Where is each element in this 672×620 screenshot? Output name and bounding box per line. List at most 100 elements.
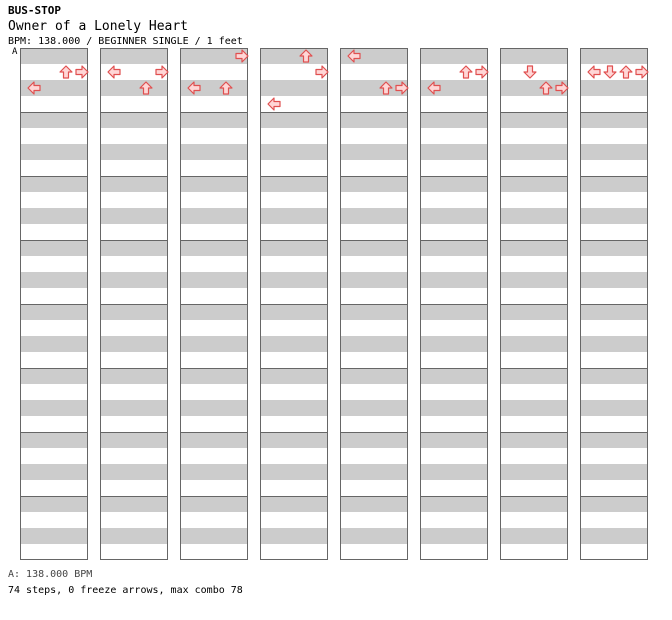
chart-column: [500, 48, 569, 560]
beat-stripe: [100, 336, 168, 352]
beat-stripe: [580, 176, 648, 192]
beat-stripe: [20, 304, 88, 320]
beat-stripe: [260, 528, 328, 544]
beat-stripe: [420, 432, 488, 448]
up-arrow-icon: [539, 81, 553, 95]
beat-stripe: [420, 496, 488, 512]
beat-stripe: [260, 432, 328, 448]
beat-stripe: [20, 112, 88, 128]
beat-stripe: [500, 272, 568, 288]
beat-stripe: [100, 272, 168, 288]
beat-stripe: [500, 368, 568, 384]
chart-column: [580, 48, 649, 560]
up-arrow-icon: [459, 65, 473, 79]
beat-stripe: [340, 400, 408, 416]
beat-stripe: [180, 336, 248, 352]
beat-stripe: [340, 368, 408, 384]
up-arrow-icon: [59, 65, 73, 79]
right-arrow-icon: [315, 65, 329, 79]
right-arrow-icon: [235, 49, 249, 63]
column-border: [260, 48, 328, 560]
beat-stripe: [260, 336, 328, 352]
column-border: [500, 48, 568, 560]
beat-stripe: [340, 304, 408, 320]
left-arrow-icon: [187, 81, 201, 95]
artist-name: BUS-STOP: [8, 4, 61, 17]
beat-stripe: [100, 368, 168, 384]
beat-stripe: [100, 304, 168, 320]
beat-stripe: [420, 144, 488, 160]
beat-stripe: [580, 112, 648, 128]
beat-stripe: [100, 176, 168, 192]
beat-stripe: [180, 240, 248, 256]
beat-stripe: [20, 496, 88, 512]
beat-stripe: [340, 208, 408, 224]
beat-stripe: [420, 208, 488, 224]
beat-stripe: [420, 272, 488, 288]
beat-stripe: [100, 464, 168, 480]
beat-stripe: [260, 368, 328, 384]
beat-stripe: [500, 432, 568, 448]
beat-stripe: [100, 208, 168, 224]
beat-stripe: [180, 496, 248, 512]
column-border: [20, 48, 88, 560]
beat-stripe: [260, 272, 328, 288]
left-arrow-icon: [267, 97, 281, 111]
beat-stripe: [580, 432, 648, 448]
beat-stripe: [580, 464, 648, 480]
beat-stripe: [180, 144, 248, 160]
beat-stripe: [20, 144, 88, 160]
beat-stripe: [20, 400, 88, 416]
beat-stripe: [580, 272, 648, 288]
beat-stripe: [260, 80, 328, 96]
up-arrow-icon: [299, 49, 313, 63]
beat-stripe: [500, 80, 568, 96]
left-arrow-icon: [27, 81, 41, 95]
beat-stripe: [500, 240, 568, 256]
beat-stripe: [180, 48, 248, 64]
song-title: Owner of a Lonely Heart: [8, 19, 189, 34]
beat-stripe: [340, 240, 408, 256]
beat-stripe: [180, 368, 248, 384]
chart-column: [340, 48, 409, 560]
right-arrow-icon: [475, 65, 489, 79]
beat-stripe: [20, 272, 88, 288]
beat-stripe: [500, 464, 568, 480]
beat-stripe: [20, 432, 88, 448]
beat-stripe: [20, 176, 88, 192]
chart-column: [20, 48, 89, 560]
beat-stripe: [260, 48, 328, 64]
right-arrow-icon: [555, 81, 569, 95]
beat-stripe: [500, 528, 568, 544]
beat-stripe: [100, 240, 168, 256]
chart-info: BPM: 138.000 / BEGINNER SINGLE / 1 feet: [8, 36, 243, 47]
beat-stripe: [500, 112, 568, 128]
right-arrow-icon: [75, 65, 89, 79]
beat-stripe: [100, 432, 168, 448]
beat-stripe: [580, 336, 648, 352]
step-summary: 74 steps, 0 freeze arrows, max combo 78: [8, 585, 243, 596]
beat-stripe: [20, 528, 88, 544]
beat-stripe: [580, 240, 648, 256]
column-border: [100, 48, 168, 560]
beat-stripe: [100, 528, 168, 544]
beat-stripe: [500, 144, 568, 160]
beat-stripe: [340, 464, 408, 480]
up-arrow-icon: [379, 81, 393, 95]
chart-column: [260, 48, 329, 560]
beat-stripe: [20, 240, 88, 256]
beat-stripe: [420, 304, 488, 320]
beat-stripe: [20, 336, 88, 352]
beat-stripe: [180, 304, 248, 320]
bpm-legend: A: 138.000 BPM: [8, 569, 93, 580]
beat-stripe: [100, 496, 168, 512]
beat-stripe: [580, 368, 648, 384]
beat-stripe: [500, 304, 568, 320]
left-arrow-icon: [587, 65, 601, 79]
beat-stripe: [500, 400, 568, 416]
left-arrow-icon: [347, 49, 361, 63]
beat-stripe: [420, 176, 488, 192]
beat-stripe: [500, 336, 568, 352]
beat-stripe: [580, 400, 648, 416]
beat-stripe: [180, 176, 248, 192]
